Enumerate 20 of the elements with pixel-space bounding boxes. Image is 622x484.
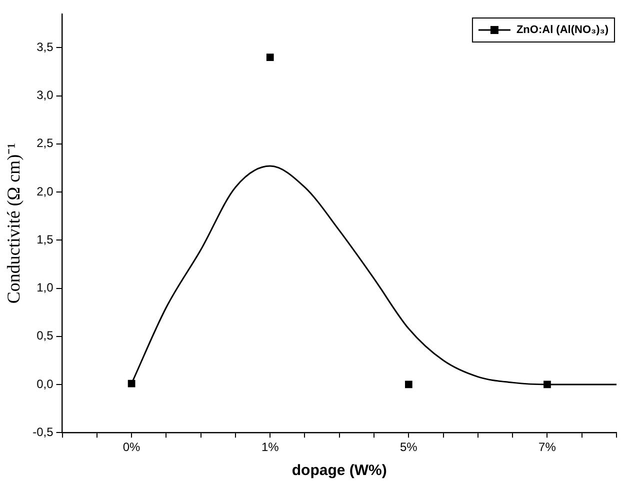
x-tick-label: 7% [538, 440, 556, 454]
point [404, 380, 412, 388]
y-tick-label: 2,5 [36, 136, 54, 150]
point [544, 380, 551, 388]
x-axis-title: dopage (W%) [292, 462, 387, 480]
x-tick-label: 0% [122, 440, 141, 454]
y-tick-label: 3,5 [36, 40, 54, 54]
x-tick-label: 1% [261, 440, 280, 454]
point [266, 54, 274, 61]
y-tick-label: -0,5 [32, 424, 54, 439]
legend-label: ZnO:Al (Al(NO₃)₃) [516, 24, 609, 36]
x-tick-label: 5% [400, 440, 418, 454]
y-tick-label: 0,0 [36, 376, 54, 391]
y-tick-label: 0,5 [36, 328, 54, 343]
point [128, 380, 136, 388]
y-tick-label: 2,0 [36, 184, 54, 198]
y-tick-label: 3,0 [36, 88, 54, 102]
y-tick-label: 1,0 [36, 280, 54, 295]
y-axis-title: Conductivité (Ω cm)⁻¹ [4, 142, 24, 304]
y-tick-label: 1,5 [36, 232, 54, 246]
